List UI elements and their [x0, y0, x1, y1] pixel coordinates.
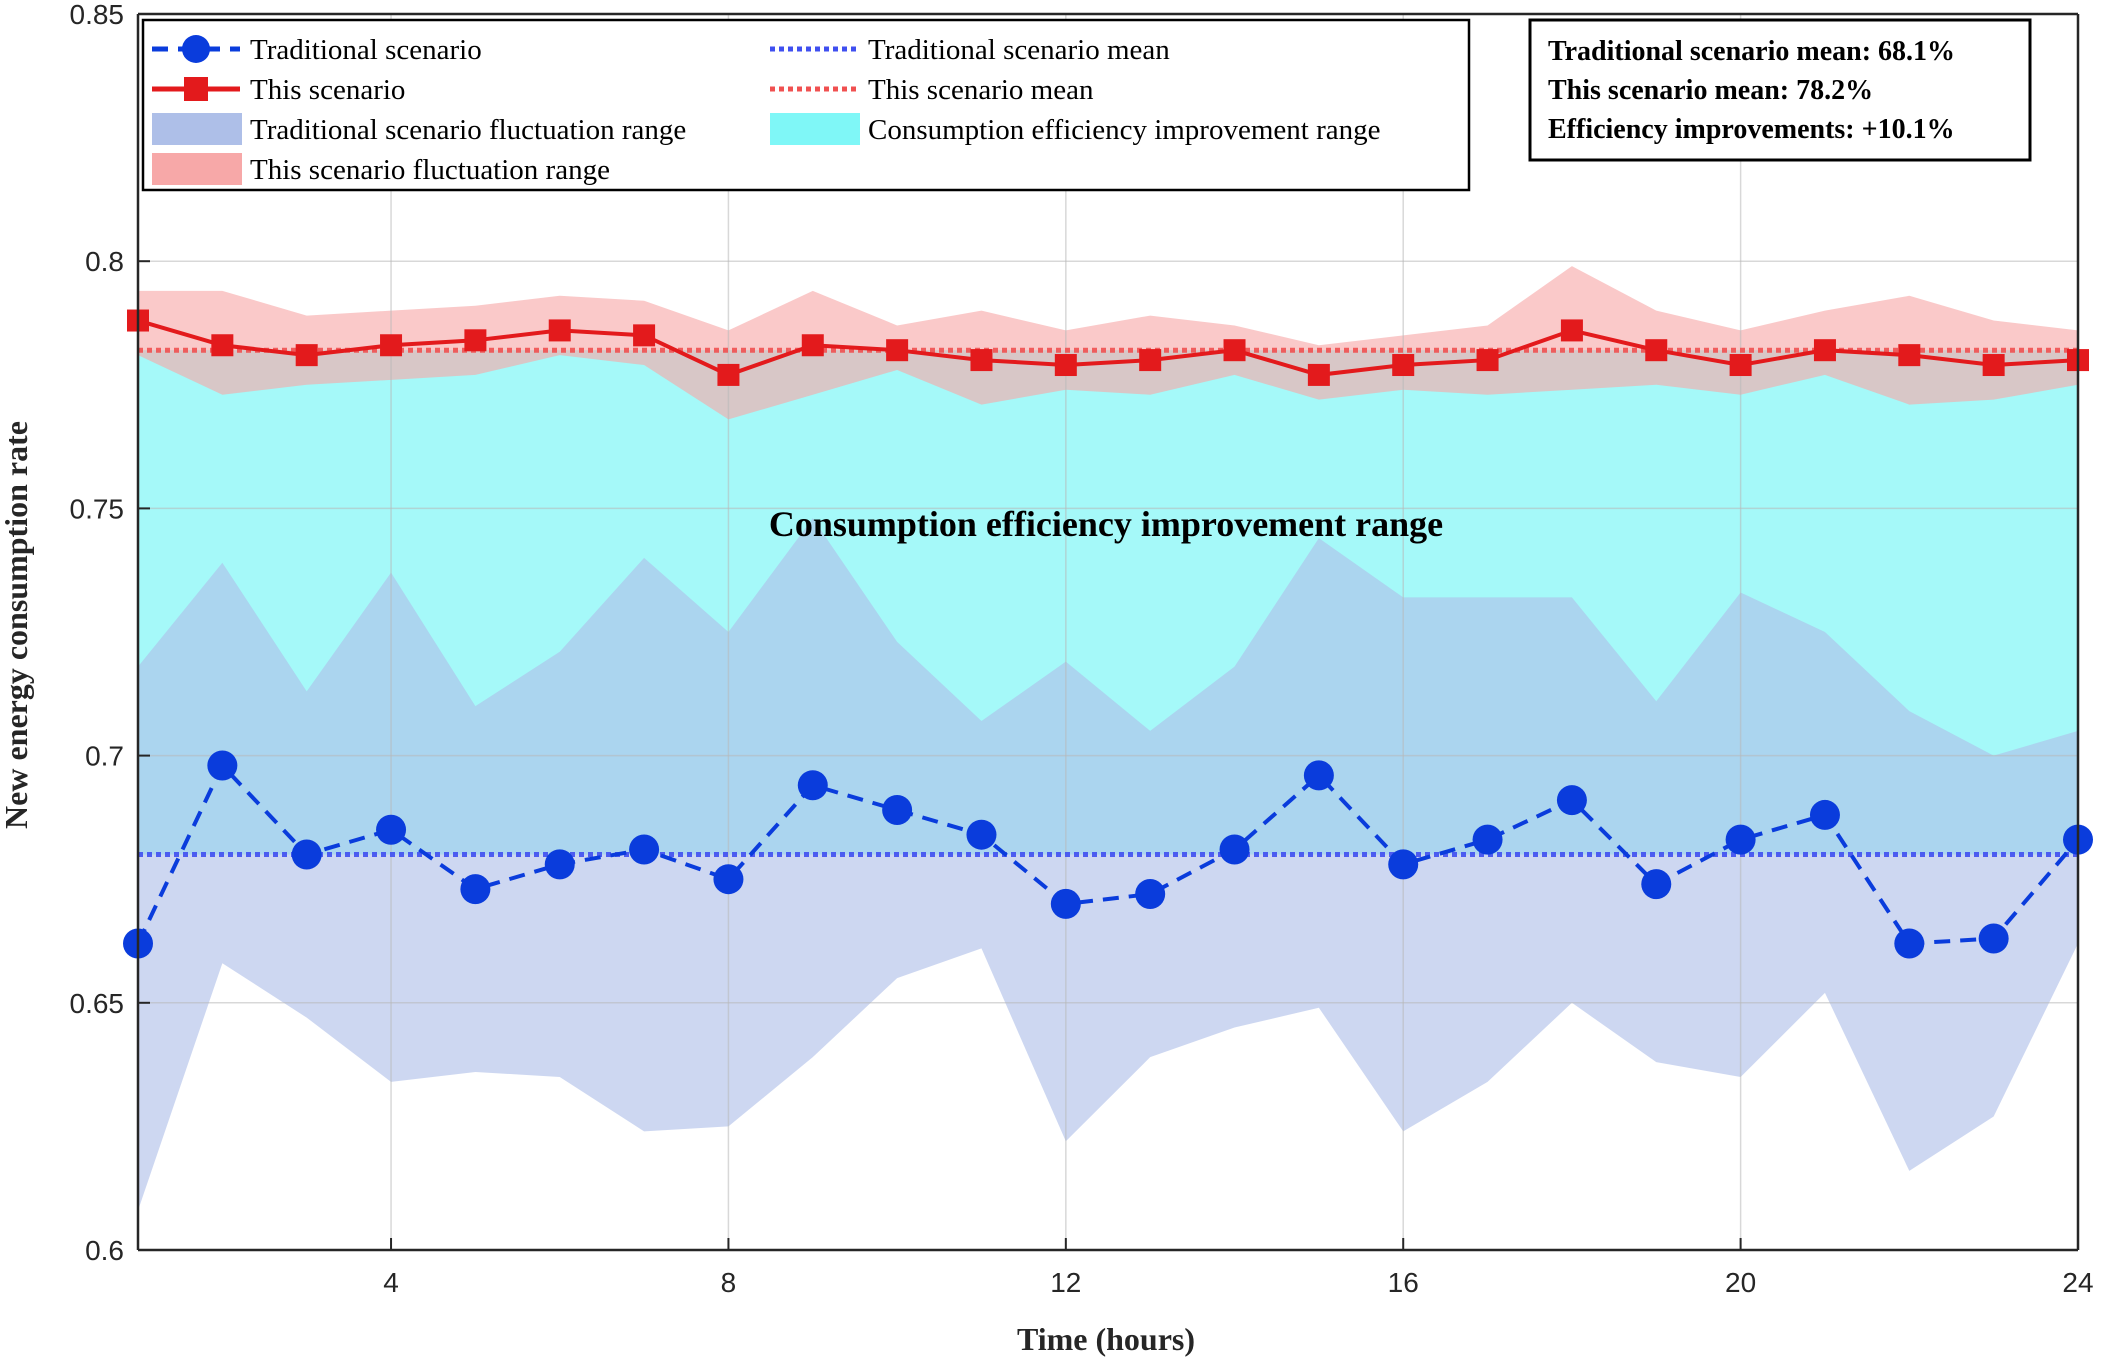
x-tick-label: 4	[383, 1267, 399, 1298]
this-scenario-point	[1476, 349, 1499, 372]
legend-entry-traditional-scenario: Traditional scenario	[152, 34, 482, 66]
legend-label-this-mean: This scenario mean	[868, 74, 1094, 106]
axes-layer	[136, 12, 2080, 1252]
this-scenario-point	[1560, 319, 1583, 342]
legend-entry-this-scenario: This scenario	[152, 74, 405, 106]
y-axis-title: New energy consumption rate	[0, 421, 34, 829]
this-scenario-point	[1982, 354, 2005, 377]
tick-label-layer: 4 8 12 16 20 24 0.6 0.65 0.7 0.75 0.8 0.85	[70, 0, 2094, 1298]
this-scenario-point	[380, 334, 403, 357]
this-scenario-point	[1729, 354, 1752, 377]
traditional-scenario-point	[207, 750, 238, 781]
improvement-range-annotation: Consumption efficiency improvement range	[769, 504, 1443, 544]
traditional-scenario-point	[1556, 785, 1587, 816]
this-scenario-point	[1813, 339, 1836, 362]
legend: Traditional scenario Traditional scenari…	[141, 18, 1471, 192]
traditional-scenario-point	[460, 874, 491, 905]
this-scenario-point	[1392, 354, 1415, 377]
traditional-scenario-point	[1472, 824, 1503, 855]
legend-entry-traditional-mean: Traditional scenario mean	[770, 34, 1170, 66]
this-scenario-point	[1223, 339, 1246, 362]
this-scenario-point	[1054, 354, 1077, 377]
legend-swatch-improvement-range	[770, 113, 860, 145]
this-scenario-point	[970, 349, 993, 372]
legend-entry-this-range: This scenario fluctuation range	[152, 153, 610, 186]
traditional-scenario-point	[1219, 834, 1250, 865]
stats-traditional-mean: Traditional scenario mean: 68.1%	[1548, 36, 1955, 67]
legend-swatch-this-range	[152, 153, 242, 185]
legend-label-this-scenario: This scenario	[250, 74, 405, 106]
legend-entry-this-mean: This scenario mean	[770, 74, 1094, 106]
this-scenario-point	[886, 339, 909, 362]
band-layer	[138, 266, 2078, 1211]
this-scenario-point	[1139, 349, 1162, 372]
traditional-scenario-point	[713, 864, 744, 895]
legend-label-traditional-mean: Traditional scenario mean	[868, 34, 1170, 66]
this-scenario-point	[548, 319, 571, 342]
traditional-scenario-point	[629, 834, 660, 865]
traditional-scenario-point	[797, 770, 828, 801]
traditional-scenario-point	[1303, 760, 1334, 791]
traditional-scenario-point	[882, 794, 913, 825]
this-scenario-point	[1898, 344, 1921, 367]
x-axis-title: Time (hours)	[1017, 1321, 1195, 1357]
this-scenario-point	[211, 334, 234, 357]
stats-box: Traditional scenario mean: 68.1% This sc…	[1528, 18, 2032, 162]
legend-label-improvement-range: Consumption efficiency improvement range	[868, 114, 1380, 146]
this-scenario-point	[464, 329, 487, 352]
legend-label-traditional-scenario: Traditional scenario	[250, 34, 482, 66]
x-tick-label: 16	[1388, 1267, 1419, 1298]
this-scenario-point	[1645, 339, 1668, 362]
traditional-scenario-point	[1135, 879, 1166, 910]
this-scenario-point	[633, 324, 656, 347]
legend-swatch-traditional-marker	[182, 35, 210, 63]
traditional-scenario-point	[1725, 824, 1756, 855]
traditional-fluctuation-band	[138, 518, 2078, 1211]
stats-this-mean: This scenario mean: 78.2%	[1548, 75, 1873, 106]
y-tick-label: 0.75	[70, 493, 125, 524]
x-tick-label: 24	[2062, 1267, 2093, 1298]
x-tick-label: 20	[1725, 1267, 1756, 1298]
y-tick-label: 0.7	[85, 741, 124, 772]
traditional-scenario-point	[1978, 923, 2009, 954]
traditional-scenario-point	[1809, 799, 1840, 830]
traditional-scenario-point	[1050, 888, 1081, 919]
this-scenario-point	[717, 363, 740, 386]
traditional-scenario-point	[966, 819, 997, 850]
x-tick-label: 12	[1050, 1267, 1081, 1298]
y-tick-label: 0.6	[85, 1235, 124, 1266]
y-tick-label: 0.8	[85, 246, 124, 277]
traditional-scenario-point	[1894, 928, 1925, 959]
legend-label-this-range: This scenario fluctuation range	[250, 154, 610, 186]
this-scenario-point	[801, 334, 824, 357]
legend-entry-improvement-range: Consumption efficiency improvement range	[770, 113, 1380, 146]
legend-label-traditional-range: Traditional scenario fluctuation range	[250, 114, 686, 146]
traditional-scenario-point	[291, 839, 322, 870]
x-tick-label: 8	[721, 1267, 737, 1298]
y-tick-label: 0.65	[70, 988, 125, 1019]
legend-swatch-traditional-range	[152, 113, 242, 145]
series-layer	[123, 309, 2093, 959]
this-scenario-point	[1307, 363, 1330, 386]
stats-efficiency-improvement: Efficiency improvements: +10.1%	[1548, 114, 1955, 145]
this-fluctuation-band	[138, 266, 2078, 420]
traditional-scenario-point	[376, 814, 407, 845]
this-scenario-point	[295, 344, 318, 367]
y-tick-label: 0.85	[70, 0, 125, 30]
traditional-scenario-point	[1641, 869, 1672, 900]
traditional-scenario-point	[544, 849, 575, 880]
traditional-scenario-point	[1388, 849, 1419, 880]
legend-swatch-this-marker	[184, 77, 208, 101]
legend-entry-traditional-range: Traditional scenario fluctuation range	[152, 113, 686, 146]
stats-box-frame	[1528, 18, 2032, 162]
this-scenario-line	[137, 318, 2079, 378]
